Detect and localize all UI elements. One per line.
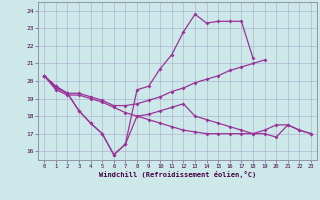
X-axis label: Windchill (Refroidissement éolien,°C): Windchill (Refroidissement éolien,°C) bbox=[99, 171, 256, 178]
